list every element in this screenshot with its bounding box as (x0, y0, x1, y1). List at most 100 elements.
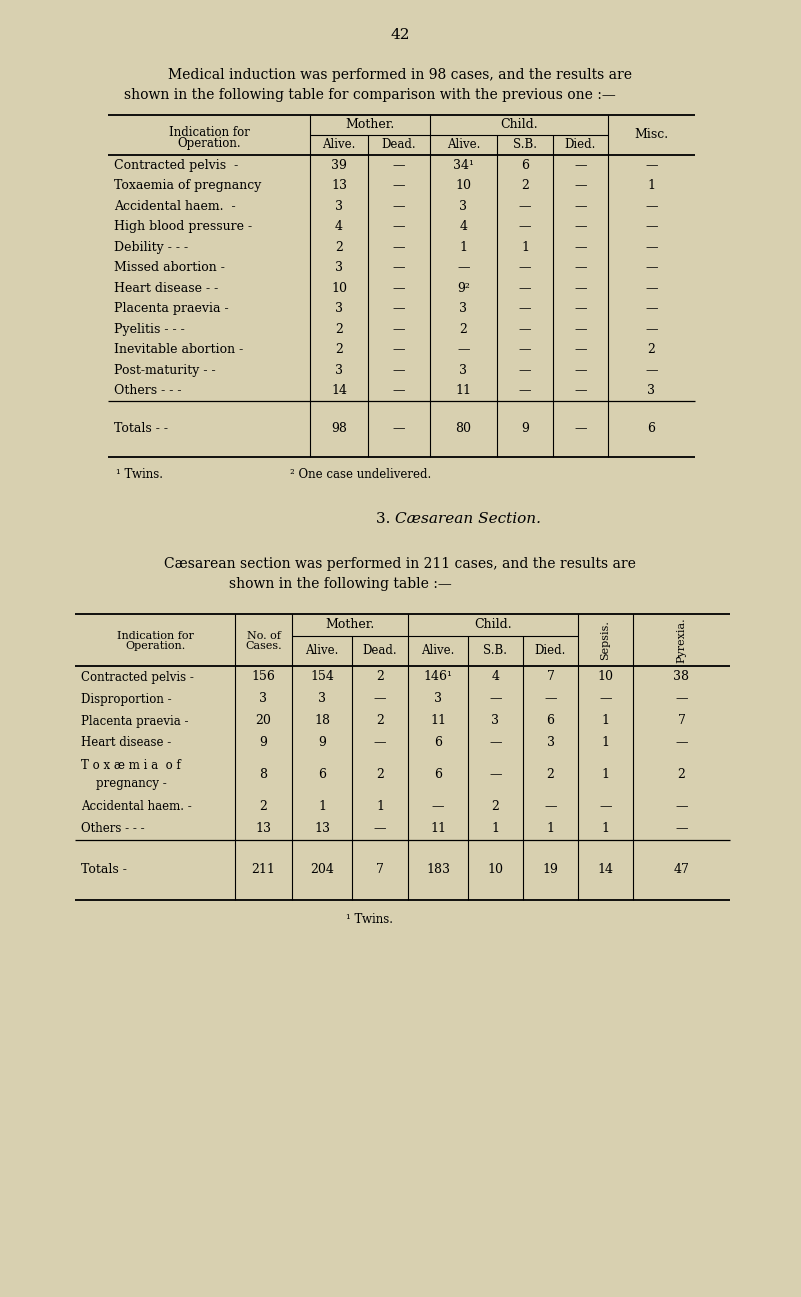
Text: Dead.: Dead. (363, 645, 397, 658)
Text: 19: 19 (542, 864, 558, 877)
Text: 156: 156 (252, 671, 276, 684)
Text: —: — (574, 281, 587, 294)
Text: —: — (544, 693, 557, 706)
Text: —: — (392, 261, 405, 274)
Text: 9: 9 (318, 737, 326, 750)
Text: —: — (675, 737, 688, 750)
Text: —: — (574, 241, 587, 254)
Text: Others - - -: Others - - - (81, 822, 145, 835)
Text: —: — (392, 158, 405, 171)
Text: S.B.: S.B. (513, 139, 537, 152)
Text: —: — (519, 323, 531, 336)
Text: 1: 1 (492, 822, 500, 835)
Text: —: — (574, 261, 587, 274)
Text: —: — (646, 158, 658, 171)
Text: ² One case undelivered.: ² One case undelivered. (290, 468, 431, 481)
Text: 18: 18 (314, 715, 330, 728)
Text: 1: 1 (602, 715, 610, 728)
Text: 39: 39 (331, 158, 347, 171)
Text: —: — (392, 363, 405, 376)
Text: —: — (646, 261, 658, 274)
Text: —: — (374, 693, 386, 706)
Text: —: — (374, 822, 386, 835)
Text: —: — (646, 241, 658, 254)
Text: 3: 3 (260, 693, 268, 706)
Text: 13: 13 (331, 179, 347, 192)
Text: 154: 154 (310, 671, 334, 684)
Text: —: — (675, 800, 688, 813)
Text: —: — (646, 302, 658, 315)
Text: Placenta praevia -: Placenta praevia - (114, 302, 228, 315)
Text: —: — (574, 302, 587, 315)
Text: —: — (519, 220, 531, 233)
Text: 183: 183 (426, 864, 450, 877)
Text: Contracted pelvis -: Contracted pelvis - (81, 671, 194, 684)
Text: Accidental haem. -: Accidental haem. - (81, 800, 191, 813)
Text: —: — (646, 281, 658, 294)
Text: Indication for: Indication for (117, 632, 193, 641)
Text: 4: 4 (335, 220, 343, 233)
Text: Alive.: Alive. (322, 139, 356, 152)
Text: —: — (675, 822, 688, 835)
Text: —: — (519, 363, 531, 376)
Text: —: — (489, 737, 501, 750)
Text: —: — (519, 281, 531, 294)
Text: —: — (574, 179, 587, 192)
Text: Alive.: Alive. (305, 645, 339, 658)
Text: 2: 2 (647, 344, 655, 357)
Text: Totals - -: Totals - - (114, 423, 168, 436)
Text: Dead.: Dead. (382, 139, 417, 152)
Text: 1: 1 (647, 179, 655, 192)
Text: 2: 2 (521, 179, 529, 192)
Text: 2: 2 (492, 800, 500, 813)
Text: —: — (392, 384, 405, 397)
Text: 3: 3 (460, 200, 468, 213)
Text: T o x æ m i a  o f: T o x æ m i a o f (81, 760, 181, 773)
Text: —: — (457, 261, 469, 274)
Text: Pyrexia.: Pyrexia. (677, 617, 686, 663)
Text: Contracted pelvis  -: Contracted pelvis - (114, 158, 238, 171)
Text: 20: 20 (256, 715, 272, 728)
Text: 7: 7 (376, 864, 384, 877)
Text: Alive.: Alive. (447, 139, 480, 152)
Text: Accidental haem.  -: Accidental haem. - (114, 200, 235, 213)
Text: —: — (574, 220, 587, 233)
Text: Placenta praevia -: Placenta praevia - (81, 715, 188, 728)
Text: 1: 1 (376, 800, 384, 813)
Text: —: — (392, 302, 405, 315)
Text: 11: 11 (456, 384, 472, 397)
Text: 146¹: 146¹ (424, 671, 453, 684)
Text: 7: 7 (546, 671, 554, 684)
Text: 6: 6 (647, 423, 655, 436)
Text: 6: 6 (521, 158, 529, 171)
Text: 98: 98 (331, 423, 347, 436)
Text: —: — (646, 220, 658, 233)
Text: 10: 10 (488, 864, 504, 877)
Text: —: — (574, 200, 587, 213)
Text: Cases.: Cases. (245, 641, 282, 651)
Text: 42: 42 (390, 29, 410, 42)
Text: Operation.: Operation. (177, 136, 241, 149)
Text: —: — (519, 302, 531, 315)
Text: 3: 3 (335, 302, 343, 315)
Text: ¹ Twins.: ¹ Twins. (347, 913, 393, 926)
Text: Child.: Child. (474, 619, 512, 632)
Text: ¹ Twins.: ¹ Twins. (116, 468, 163, 481)
Text: —: — (646, 363, 658, 376)
Text: pregnancy -: pregnancy - (81, 777, 167, 790)
Text: —: — (457, 344, 469, 357)
Text: 1: 1 (546, 822, 554, 835)
Text: 6: 6 (318, 768, 326, 781)
Text: 211: 211 (252, 864, 276, 877)
Text: —: — (392, 200, 405, 213)
Text: 3: 3 (335, 363, 343, 376)
Text: —: — (374, 737, 386, 750)
Text: —: — (544, 800, 557, 813)
Text: Debility - - -: Debility - - - (114, 241, 188, 254)
Text: 6: 6 (434, 737, 442, 750)
Text: 9²: 9² (457, 281, 470, 294)
Text: 6: 6 (546, 715, 554, 728)
Text: 1: 1 (318, 800, 326, 813)
Text: —: — (489, 693, 501, 706)
Text: —: — (519, 200, 531, 213)
